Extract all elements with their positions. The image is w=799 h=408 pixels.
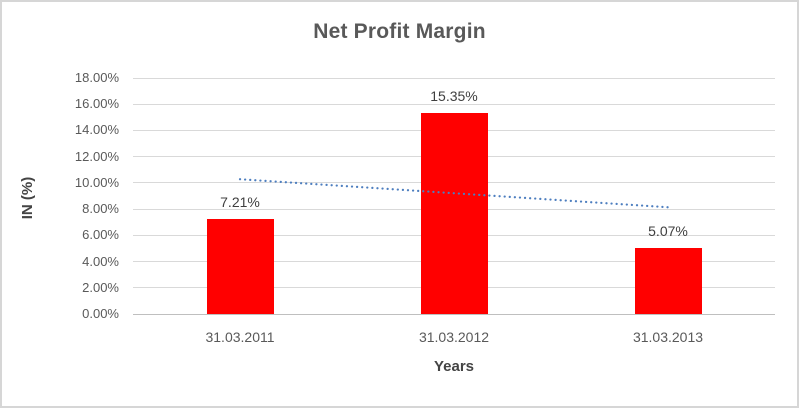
- bar-31.03.2012: [420, 112, 488, 314]
- y-tick-label: 12.00%: [74, 148, 119, 164]
- x-tick-label: 31.03.2013: [632, 329, 704, 345]
- x-axis-title: Years: [433, 358, 475, 375]
- y-tick-label: 16.00%: [74, 96, 119, 112]
- chart-title: Net Profit Margin: [313, 20, 486, 43]
- x-tick-label: 31.03.2011: [205, 329, 275, 345]
- bar-value-label: 7.21%: [220, 194, 260, 211]
- gridline: [133, 103, 775, 105]
- y-tick-label: 8.00%: [82, 201, 119, 217]
- y-tick-label: 18.00%: [74, 70, 119, 85]
- x-axis-line: [133, 313, 775, 315]
- y-tick-label: 4.00%: [82, 253, 119, 269]
- x-tick-label: 31.03.2012: [418, 329, 490, 345]
- bar-31.03.2011: [206, 219, 274, 314]
- y-tick-label: 10.00%: [74, 174, 119, 190]
- y-tick-label: 14.00%: [74, 122, 119, 138]
- gridline: [133, 77, 775, 79]
- bar-value-label: 15.35%: [430, 87, 478, 104]
- y-tick-label: 6.00%: [82, 227, 119, 243]
- bar-value-label: 5.07%: [648, 222, 688, 239]
- y-tick-label: 0.00%: [82, 306, 119, 321]
- bar-31.03.2013: [634, 247, 702, 314]
- y-tick-label: 2.00%: [82, 279, 119, 295]
